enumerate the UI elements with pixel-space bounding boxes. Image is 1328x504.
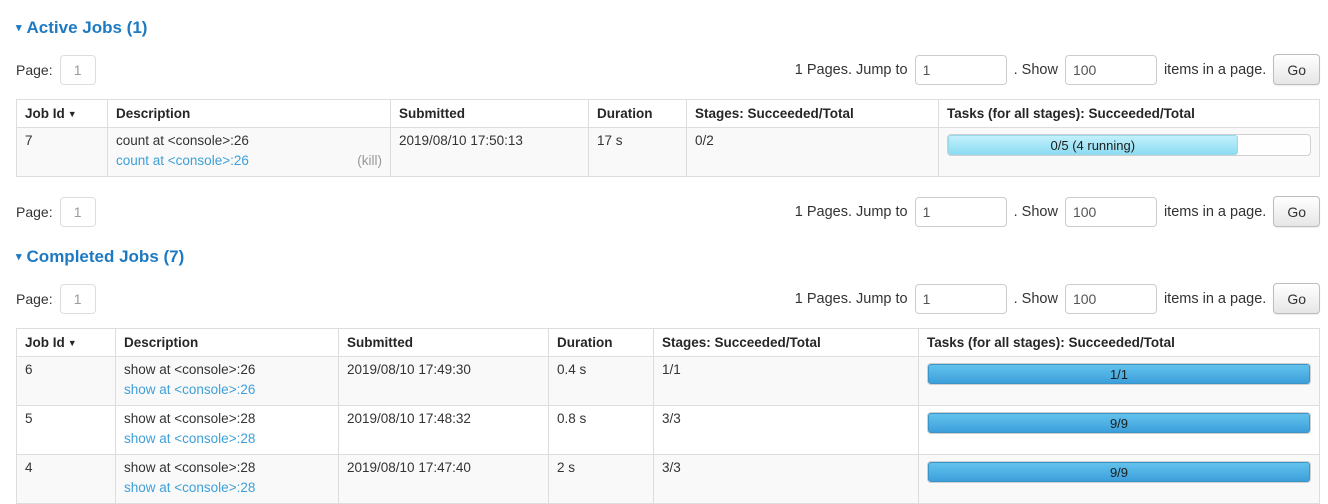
task-progress-bar-succeeded: 9/9 bbox=[928, 413, 1310, 433]
go-button[interactable]: Go bbox=[1273, 283, 1320, 314]
sort-desc-icon: ▼ bbox=[67, 109, 77, 119]
jump-to-page-input[interactable] bbox=[914, 283, 1007, 314]
description-cell: count at <console>:26 count at <console>… bbox=[107, 127, 391, 177]
task-progress-bar-succeeded: 1/1 bbox=[928, 364, 1310, 384]
tasks-cell: 9/9 bbox=[918, 454, 1320, 504]
duration-cell: 2 s bbox=[548, 454, 654, 504]
page-label: Page: bbox=[16, 61, 53, 78]
active-jobs-table: Job Id ▼ Description Submitted Duration S… bbox=[16, 99, 1320, 177]
task-progress-track: 0/5 (4 running) bbox=[947, 134, 1311, 156]
task-progress-bar-running: 0/5 (4 running) bbox=[948, 135, 1238, 155]
completed-jobs-header[interactable]: ▾ Completed Jobs (7) bbox=[16, 247, 1320, 267]
items-in-page-label: items in a page. bbox=[1163, 61, 1267, 78]
go-button[interactable]: Go bbox=[1273, 54, 1320, 85]
job-detail-link[interactable]: show at <console>:28 bbox=[124, 480, 256, 495]
completed-jobs-title: Completed Jobs (7) bbox=[26, 247, 185, 266]
page-label: Page: bbox=[16, 290, 53, 307]
page-label: Page: bbox=[16, 203, 53, 220]
job-description-text: show at <console>:26 bbox=[124, 362, 256, 377]
submitted-cell: 2019/08/10 17:49:30 bbox=[338, 356, 549, 406]
stages-cell: 1/1 bbox=[653, 356, 919, 406]
col-header-duration[interactable]: Duration bbox=[548, 328, 654, 357]
tasks-cell: 0/5 (4 running) bbox=[938, 127, 1320, 177]
items-in-page-label: items in a page. bbox=[1163, 290, 1267, 307]
items-per-page-input[interactable] bbox=[1064, 54, 1157, 85]
table-row-job-4: 4 show at <console>:28 show at <console>… bbox=[16, 454, 1320, 504]
stages-cell: 3/3 bbox=[653, 405, 919, 455]
items-per-page-input[interactable] bbox=[1064, 196, 1157, 227]
collapse-arrow-icon: ▾ bbox=[16, 22, 22, 34]
col-header-duration[interactable]: Duration bbox=[588, 99, 687, 128]
col-header-description[interactable]: Description bbox=[115, 328, 339, 357]
task-progress-track: 9/9 bbox=[927, 461, 1311, 483]
page-number-button[interactable]: 1 bbox=[59, 283, 96, 314]
table-row-job-6: 6 show at <console>:26 show at <console>… bbox=[16, 356, 1320, 406]
col-header-stages[interactable]: Stages: Succeeded/Total bbox=[653, 328, 919, 357]
job-detail-link[interactable]: count at <console>:26 bbox=[116, 153, 249, 168]
col-header-job-id[interactable]: Job Id ▼ bbox=[16, 328, 116, 357]
col-header-stages[interactable]: Stages: Succeeded/Total bbox=[686, 99, 939, 128]
job-detail-link[interactable]: show at <console>:28 bbox=[124, 431, 256, 446]
items-per-page-input[interactable] bbox=[1064, 283, 1157, 314]
jump-to-page-input[interactable] bbox=[914, 54, 1007, 85]
completed-jobs-pagination-top: Page: 1 1 Pages. Jump to . Show items in… bbox=[16, 283, 1320, 314]
col-header-submitted[interactable]: Submitted bbox=[390, 99, 589, 128]
active-table-header-row: Job Id ▼ Description Submitted Duration S… bbox=[16, 99, 1320, 128]
job-id-cell: 7 bbox=[16, 127, 108, 177]
collapse-arrow-icon: ▾ bbox=[16, 251, 22, 263]
submitted-cell: 2019/08/10 17:47:40 bbox=[338, 454, 549, 504]
jump-to-page-input[interactable] bbox=[914, 196, 1007, 227]
job-description-text: show at <console>:28 bbox=[124, 460, 256, 475]
stages-cell: 3/3 bbox=[653, 454, 919, 504]
active-jobs-header[interactable]: ▾ Active Jobs (1) bbox=[16, 18, 1320, 38]
kill-job-link[interactable]: (kill) bbox=[357, 153, 382, 168]
job-id-cell: 4 bbox=[16, 454, 116, 504]
completed-jobs-table: Job Id ▼ Description Submitted Duration S… bbox=[16, 328, 1320, 504]
sort-desc-icon: ▼ bbox=[67, 338, 77, 348]
show-label: . Show bbox=[1013, 290, 1058, 307]
col-header-submitted[interactable]: Submitted bbox=[338, 328, 549, 357]
active-jobs-title: Active Jobs (1) bbox=[26, 18, 148, 37]
completed-table-header-row: Job Id ▼ Description Submitted Duration S… bbox=[16, 328, 1320, 357]
show-label: . Show bbox=[1013, 61, 1058, 78]
task-progress-track: 9/9 bbox=[927, 412, 1311, 434]
go-button[interactable]: Go bbox=[1273, 196, 1320, 227]
tasks-cell: 1/1 bbox=[918, 356, 1320, 406]
task-progress-track: 1/1 bbox=[927, 363, 1311, 385]
col-header-description[interactable]: Description bbox=[107, 99, 391, 128]
pages-jump-label: 1 Pages. Jump to bbox=[794, 203, 908, 220]
tasks-cell: 9/9 bbox=[918, 405, 1320, 455]
submitted-cell: 2019/08/10 17:50:13 bbox=[390, 127, 589, 177]
task-progress-bar-succeeded: 9/9 bbox=[928, 462, 1310, 482]
items-in-page-label: items in a page. bbox=[1163, 203, 1267, 220]
show-label: . Show bbox=[1013, 203, 1058, 220]
job-description-text: count at <console>:26 bbox=[116, 133, 249, 148]
duration-cell: 0.4 s bbox=[548, 356, 654, 406]
description-cell: show at <console>:28 show at <console>:2… bbox=[115, 405, 339, 455]
pages-jump-label: 1 Pages. Jump to bbox=[794, 61, 908, 78]
description-cell: show at <console>:26 show at <console>:2… bbox=[115, 356, 339, 406]
description-cell: show at <console>:28 show at <console>:2… bbox=[115, 454, 339, 504]
submitted-cell: 2019/08/10 17:48:32 bbox=[338, 405, 549, 455]
stages-cell: 0/2 bbox=[686, 127, 939, 177]
active-jobs-pagination-bottom: Page: 1 1 Pages. Jump to . Show items in… bbox=[16, 196, 1320, 227]
col-header-tasks[interactable]: Tasks (for all stages): Succeeded/Total bbox=[918, 328, 1320, 357]
page-number-button[interactable]: 1 bbox=[59, 54, 96, 85]
job-id-cell: 5 bbox=[16, 405, 116, 455]
job-description-text: show at <console>:28 bbox=[124, 411, 256, 426]
duration-cell: 17 s bbox=[588, 127, 687, 177]
job-id-cell: 6 bbox=[16, 356, 116, 406]
active-jobs-pagination-top: Page: 1 1 Pages. Jump to . Show items in… bbox=[16, 54, 1320, 85]
page-number-button[interactable]: 1 bbox=[59, 196, 96, 227]
col-header-job-id[interactable]: Job Id ▼ bbox=[16, 99, 108, 128]
col-header-tasks[interactable]: Tasks (for all stages): Succeeded/Total bbox=[938, 99, 1320, 128]
active-jobs-section: ▾ Active Jobs (1) Page: 1 1 Pages. Jump t… bbox=[16, 18, 1320, 227]
job-detail-link[interactable]: show at <console>:26 bbox=[124, 382, 256, 397]
completed-jobs-section: ▾ Completed Jobs (7) Page: 1 1 Pages. Jum… bbox=[16, 247, 1320, 504]
duration-cell: 0.8 s bbox=[548, 405, 654, 455]
table-row-job-7: 7 count at <console>:26 count at <consol… bbox=[16, 127, 1320, 177]
table-row-job-5: 5 show at <console>:28 show at <console>… bbox=[16, 405, 1320, 455]
pages-jump-label: 1 Pages. Jump to bbox=[794, 290, 908, 307]
